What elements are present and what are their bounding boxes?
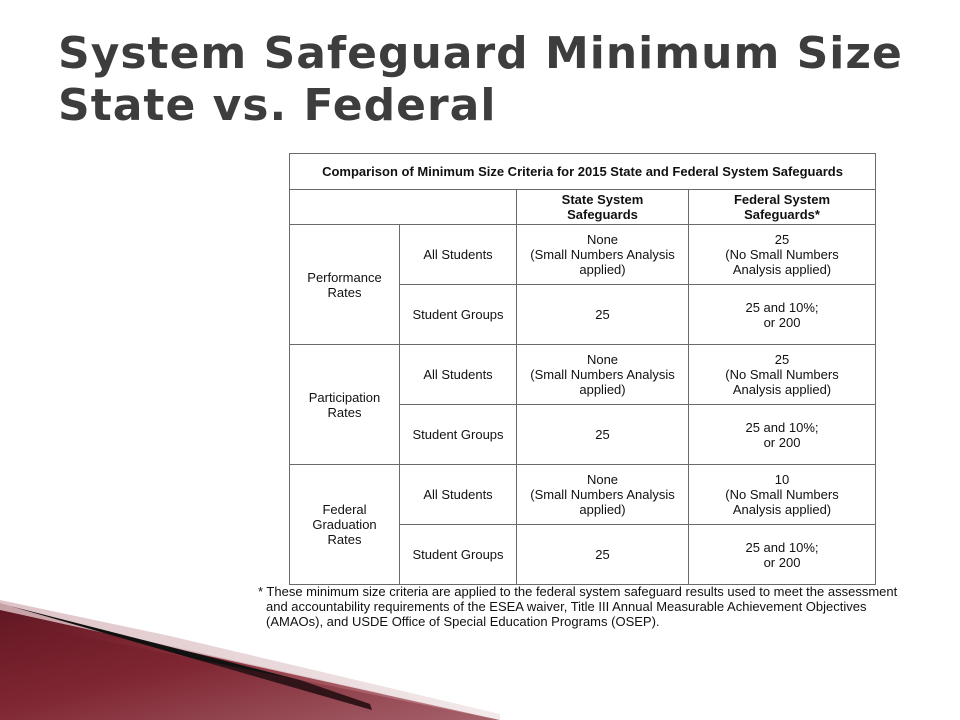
student-group-cell: Student Groups bbox=[399, 524, 517, 585]
cell-line: 25 and 10%; bbox=[745, 419, 819, 435]
cell-line: None bbox=[586, 352, 619, 367]
comparison-table: Comparison of Minimum Size Criteria for … bbox=[289, 153, 876, 585]
table-row: Performance Rates All Students None (Sma… bbox=[289, 224, 876, 345]
cell-line: Analysis applied) bbox=[732, 262, 832, 277]
student-group-cell: Student Groups bbox=[399, 284, 517, 345]
cell-line: (Small Numbers Analysis bbox=[530, 247, 675, 262]
header-federal-line: Safeguards* bbox=[744, 207, 820, 222]
cell-line: applied) bbox=[579, 262, 626, 277]
section-label-line: Federal bbox=[322, 502, 367, 517]
table-header-row: State System Safeguards Federal System S… bbox=[289, 189, 876, 225]
cell-line: 25 bbox=[595, 427, 610, 442]
slide-title-line-1: System Safeguard Minimum Size bbox=[58, 28, 903, 79]
cell-line: 25 and 10%; bbox=[745, 539, 819, 555]
cell-line: applied) bbox=[579, 382, 626, 397]
cell-line: 25 bbox=[595, 307, 610, 322]
table-row: Student Groups 25 25 and 10%; or 200 bbox=[290, 284, 876, 345]
cell-line: 25 bbox=[774, 232, 790, 247]
cell-line: (Small Numbers Analysis bbox=[530, 367, 675, 382]
state-criteria-cell: None (Small Numbers Analysis applied) bbox=[516, 464, 689, 525]
state-criteria-cell: None (Small Numbers Analysis applied) bbox=[516, 224, 689, 285]
header-state-line: Safeguards bbox=[567, 207, 638, 222]
student-group-cell: All Students bbox=[399, 224, 517, 285]
table-footnote: * These minimum size criteria are applie… bbox=[258, 584, 948, 629]
section-label-line: Participation bbox=[308, 389, 381, 405]
cell-line: 25 bbox=[774, 352, 790, 367]
table-row: Participation Rates All Students None (S… bbox=[289, 344, 876, 465]
section-label-performance-rates: Performance Rates bbox=[289, 224, 400, 345]
header-state-line: State System bbox=[561, 192, 644, 207]
cell-line: Analysis applied) bbox=[732, 382, 832, 397]
cell-line: 25 and 10%; bbox=[745, 299, 819, 315]
cell-line: or 200 bbox=[763, 554, 801, 570]
comparison-table-container: Comparison of Minimum Size Criteria for … bbox=[289, 153, 876, 585]
slide-title: System Safeguard Minimum Size State vs. … bbox=[58, 28, 903, 132]
cell-line: (No Small Numbers bbox=[725, 487, 839, 502]
header-federal-safeguards: Federal System Safeguards* bbox=[688, 189, 876, 225]
header-federal-line: Federal System bbox=[733, 192, 831, 207]
section-label-line: Rates bbox=[327, 404, 362, 420]
federal-criteria-cell: 25 and 10%; or 200 bbox=[688, 284, 876, 345]
federal-criteria-cell: 25 and 10%; or 200 bbox=[688, 404, 876, 465]
cell-line: Analysis applied) bbox=[732, 502, 832, 517]
section-label-federal-graduation-rates: Federal Graduation Rates bbox=[289, 464, 400, 585]
table-row: Student Groups 25 25 and 10%; or 200 bbox=[290, 404, 876, 465]
section-label-line: Performance bbox=[307, 269, 382, 285]
federal-criteria-cell: 10 (No Small Numbers Analysis applied) bbox=[688, 464, 876, 525]
cell-line: None bbox=[586, 472, 619, 487]
federal-criteria-cell: 25 (No Small Numbers Analysis applied) bbox=[688, 224, 876, 285]
state-criteria-cell: 25 bbox=[516, 284, 689, 345]
table-caption-row: Comparison of Minimum Size Criteria for … bbox=[289, 153, 876, 190]
cell-line: (Small Numbers Analysis bbox=[530, 487, 675, 502]
section-label-participation-rates: Participation Rates bbox=[289, 344, 400, 465]
student-group-cell: All Students bbox=[399, 464, 517, 525]
footnote-line: * These minimum size criteria are applie… bbox=[258, 584, 898, 599]
section-label-line: Rates bbox=[327, 532, 362, 547]
cell-line: applied) bbox=[579, 502, 626, 517]
cell-line: or 200 bbox=[763, 314, 801, 330]
table-row: Student Groups 25 25 and 10%; or 200 bbox=[290, 524, 876, 585]
footnote-line: (AMAOs), and USDE Office of Special Educ… bbox=[266, 614, 660, 629]
state-criteria-cell: 25 bbox=[516, 404, 689, 465]
cell-line: 10 bbox=[774, 472, 790, 487]
state-criteria-cell: None (Small Numbers Analysis applied) bbox=[516, 344, 689, 405]
cell-line: (No Small Numbers bbox=[725, 367, 839, 382]
section-label-line: Graduation bbox=[312, 517, 377, 532]
slide-title-line-2: State vs. Federal bbox=[58, 80, 497, 131]
table-row: Federal Graduation Rates All Students No… bbox=[289, 464, 876, 585]
header-blank-cell bbox=[289, 189, 517, 225]
cell-line: 25 bbox=[595, 547, 610, 562]
footnote-line: and accountability requirements of the E… bbox=[266, 599, 867, 614]
student-group-cell: Student Groups bbox=[399, 404, 517, 465]
section-label-line: Rates bbox=[327, 284, 362, 300]
cell-line: or 200 bbox=[763, 434, 801, 450]
header-state-safeguards: State System Safeguards bbox=[516, 189, 689, 225]
student-group-cell: All Students bbox=[399, 344, 517, 405]
federal-criteria-cell: 25 and 10%; or 200 bbox=[688, 524, 876, 585]
cell-line: None bbox=[586, 232, 619, 247]
federal-criteria-cell: 25 (No Small Numbers Analysis applied) bbox=[688, 344, 876, 405]
table-caption: Comparison of Minimum Size Criteria for … bbox=[289, 153, 876, 190]
state-criteria-cell: 25 bbox=[516, 524, 689, 585]
cell-line: (No Small Numbers bbox=[725, 247, 839, 262]
decorative-ribbon bbox=[0, 600, 500, 720]
